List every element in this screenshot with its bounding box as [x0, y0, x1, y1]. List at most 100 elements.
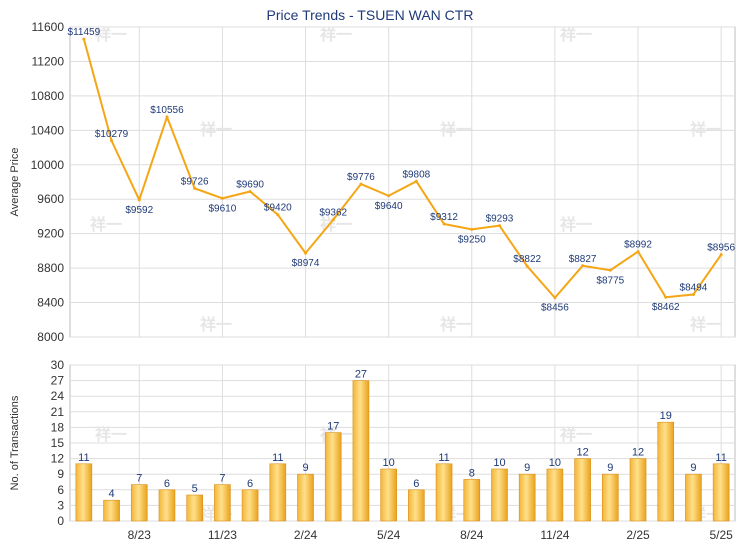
bottom-y-tick-label: 27 — [51, 374, 65, 388]
transaction-bar — [574, 458, 591, 522]
bottom-y-tick-label: 12 — [51, 452, 65, 466]
transaction-bar — [130, 484, 148, 522]
price-data-label: $8974 — [292, 258, 320, 269]
watermark-text: 祥一 — [560, 215, 592, 234]
price-data-label: $9808 — [402, 169, 430, 180]
top-y-tick-label: 10000 — [31, 158, 65, 172]
price-data-label: $9776 — [347, 172, 375, 183]
transaction-data-label: 9 — [607, 462, 613, 474]
top-y-tick-label: 11600 — [32, 20, 65, 34]
transaction-data-label: 11 — [78, 452, 89, 464]
price-point — [137, 198, 141, 202]
transaction-data-label: 11 — [438, 452, 449, 464]
transaction-data-label: 9 — [690, 462, 696, 474]
price-point — [608, 268, 612, 272]
price-data-label: $8494 — [680, 282, 708, 293]
transaction-data-label: 17 — [327, 421, 339, 433]
transaction-bar — [408, 489, 425, 522]
transaction-data-label: 7 — [136, 473, 142, 485]
x-tick-label: 8/23 — [128, 528, 152, 542]
transaction-data-label: 10 — [493, 457, 505, 469]
transaction-bar — [214, 484, 231, 522]
transaction-data-label: 6 — [413, 478, 419, 490]
price-point — [331, 218, 335, 222]
x-tick-label: 5/24 — [377, 528, 401, 542]
transaction-data-label: 7 — [219, 473, 225, 485]
top-y-tick-label: 10400 — [31, 123, 65, 137]
transaction-bar — [685, 473, 702, 522]
price-point — [359, 182, 363, 186]
price-data-label: $9362 — [319, 208, 347, 219]
price-point — [470, 227, 474, 231]
transaction-data-label: 9 — [524, 462, 530, 474]
bottom-y-tick-label: 9 — [57, 467, 64, 481]
transaction-bar — [602, 473, 619, 522]
transaction-data-label: 5 — [192, 483, 198, 495]
transaction-data-label: 11 — [272, 452, 283, 464]
x-tick-label: 2/25 — [626, 528, 650, 542]
price-point — [276, 213, 280, 217]
watermark-text: 祥一 — [95, 425, 127, 444]
price-series-line — [82, 38, 722, 299]
price-point — [581, 264, 585, 268]
top-y-tick-label: 11200 — [32, 54, 65, 68]
watermark-text: 祥一 — [90, 215, 122, 234]
transaction-bar — [324, 432, 342, 522]
price-point — [525, 264, 529, 268]
price-data-label: $8992 — [624, 240, 652, 251]
price-data-label: $9690 — [236, 179, 264, 190]
bottom-y-tick-label: 18 — [51, 420, 65, 434]
transaction-bar — [241, 489, 259, 522]
transaction-bar — [380, 468, 397, 522]
price-data-label: $9293 — [486, 214, 514, 225]
bottom-y-tick-label: 30 — [51, 358, 65, 372]
price-data-label: $9640 — [375, 201, 403, 212]
transaction-bar — [352, 380, 370, 522]
transaction-data-label: 11 — [715, 452, 726, 464]
bottom-y-tick-label: 0 — [57, 514, 64, 528]
x-tick-label: 11/24 — [540, 528, 569, 542]
price-point — [248, 189, 252, 193]
price-point — [387, 194, 391, 198]
price-data-label: $8827 — [569, 254, 597, 265]
transaction-bar — [546, 468, 564, 522]
bottom-y-tick-label: 6 — [57, 483, 64, 497]
price-data-label: $10556 — [150, 105, 184, 116]
transaction-bar — [158, 489, 176, 522]
price-data-label: $9610 — [208, 203, 236, 214]
transaction-bar — [435, 463, 453, 522]
watermark-text: 祥一 — [440, 315, 472, 334]
transaction-data-label: 6 — [247, 478, 253, 490]
price-data-label: $8822 — [513, 254, 541, 265]
price-line-chart: 8000 8400 8800 9200 9600 10000 10400 10800 11200… — [9, 20, 736, 344]
transaction-bar — [629, 458, 647, 522]
price-point — [220, 196, 224, 200]
price-point — [414, 179, 418, 183]
price-data-label: $9592 — [125, 205, 153, 216]
price-point — [82, 37, 86, 41]
transaction-data-label: 4 — [109, 488, 115, 500]
price-point — [193, 186, 197, 190]
x-tick-label: 11/23 — [208, 528, 237, 542]
x-tick-label: 8/24 — [460, 528, 484, 542]
price-data-label: $11459 — [68, 27, 101, 38]
watermark-text: 祥一 — [440, 120, 472, 139]
bottom-y-tick-label: 3 — [57, 498, 64, 512]
price-point — [110, 139, 114, 143]
bottom-y-tick-label: 24 — [51, 389, 65, 403]
watermark-text: 祥一 — [200, 315, 232, 334]
transaction-data-label: 6 — [164, 478, 170, 490]
price-point — [719, 253, 723, 257]
watermark-text: 祥一 — [320, 215, 352, 234]
transaction-data-label: 10 — [549, 457, 561, 469]
transaction-bar — [657, 421, 675, 522]
x-tick-label: 2/24 — [294, 528, 318, 542]
transaction-data-label: 12 — [576, 447, 588, 459]
transaction-data-label: 8 — [469, 467, 475, 479]
price-data-label: $8956 — [707, 243, 735, 254]
top-y-tick-label: 10800 — [31, 89, 65, 103]
top-y-tick-label: 8800 — [37, 261, 64, 275]
top-y-tick-label: 8000 — [37, 330, 64, 344]
price-data-label: $8775 — [596, 275, 624, 286]
